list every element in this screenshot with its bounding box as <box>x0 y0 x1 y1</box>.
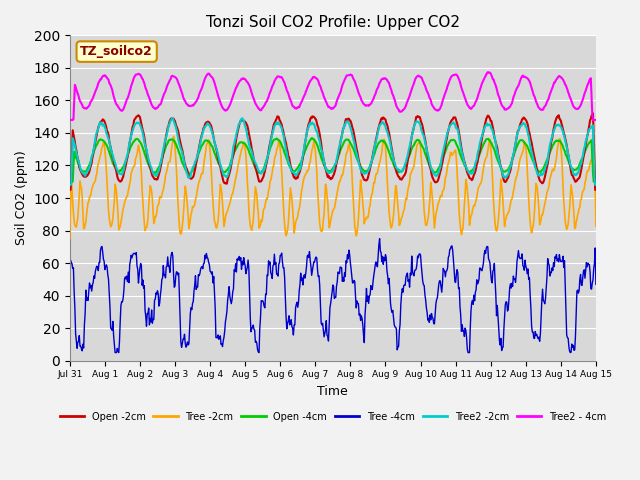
Title: Tonzi Soil CO2 Profile: Upper CO2: Tonzi Soil CO2 Profile: Upper CO2 <box>206 15 460 30</box>
Y-axis label: Soil CO2 (ppm): Soil CO2 (ppm) <box>15 151 28 245</box>
X-axis label: Time: Time <box>317 385 348 398</box>
Legend: Open -2cm, Tree -2cm, Open -4cm, Tree -4cm, Tree2 -2cm, Tree2 - 4cm: Open -2cm, Tree -2cm, Open -4cm, Tree -4… <box>56 408 610 426</box>
Text: TZ_soilco2: TZ_soilco2 <box>80 45 153 58</box>
